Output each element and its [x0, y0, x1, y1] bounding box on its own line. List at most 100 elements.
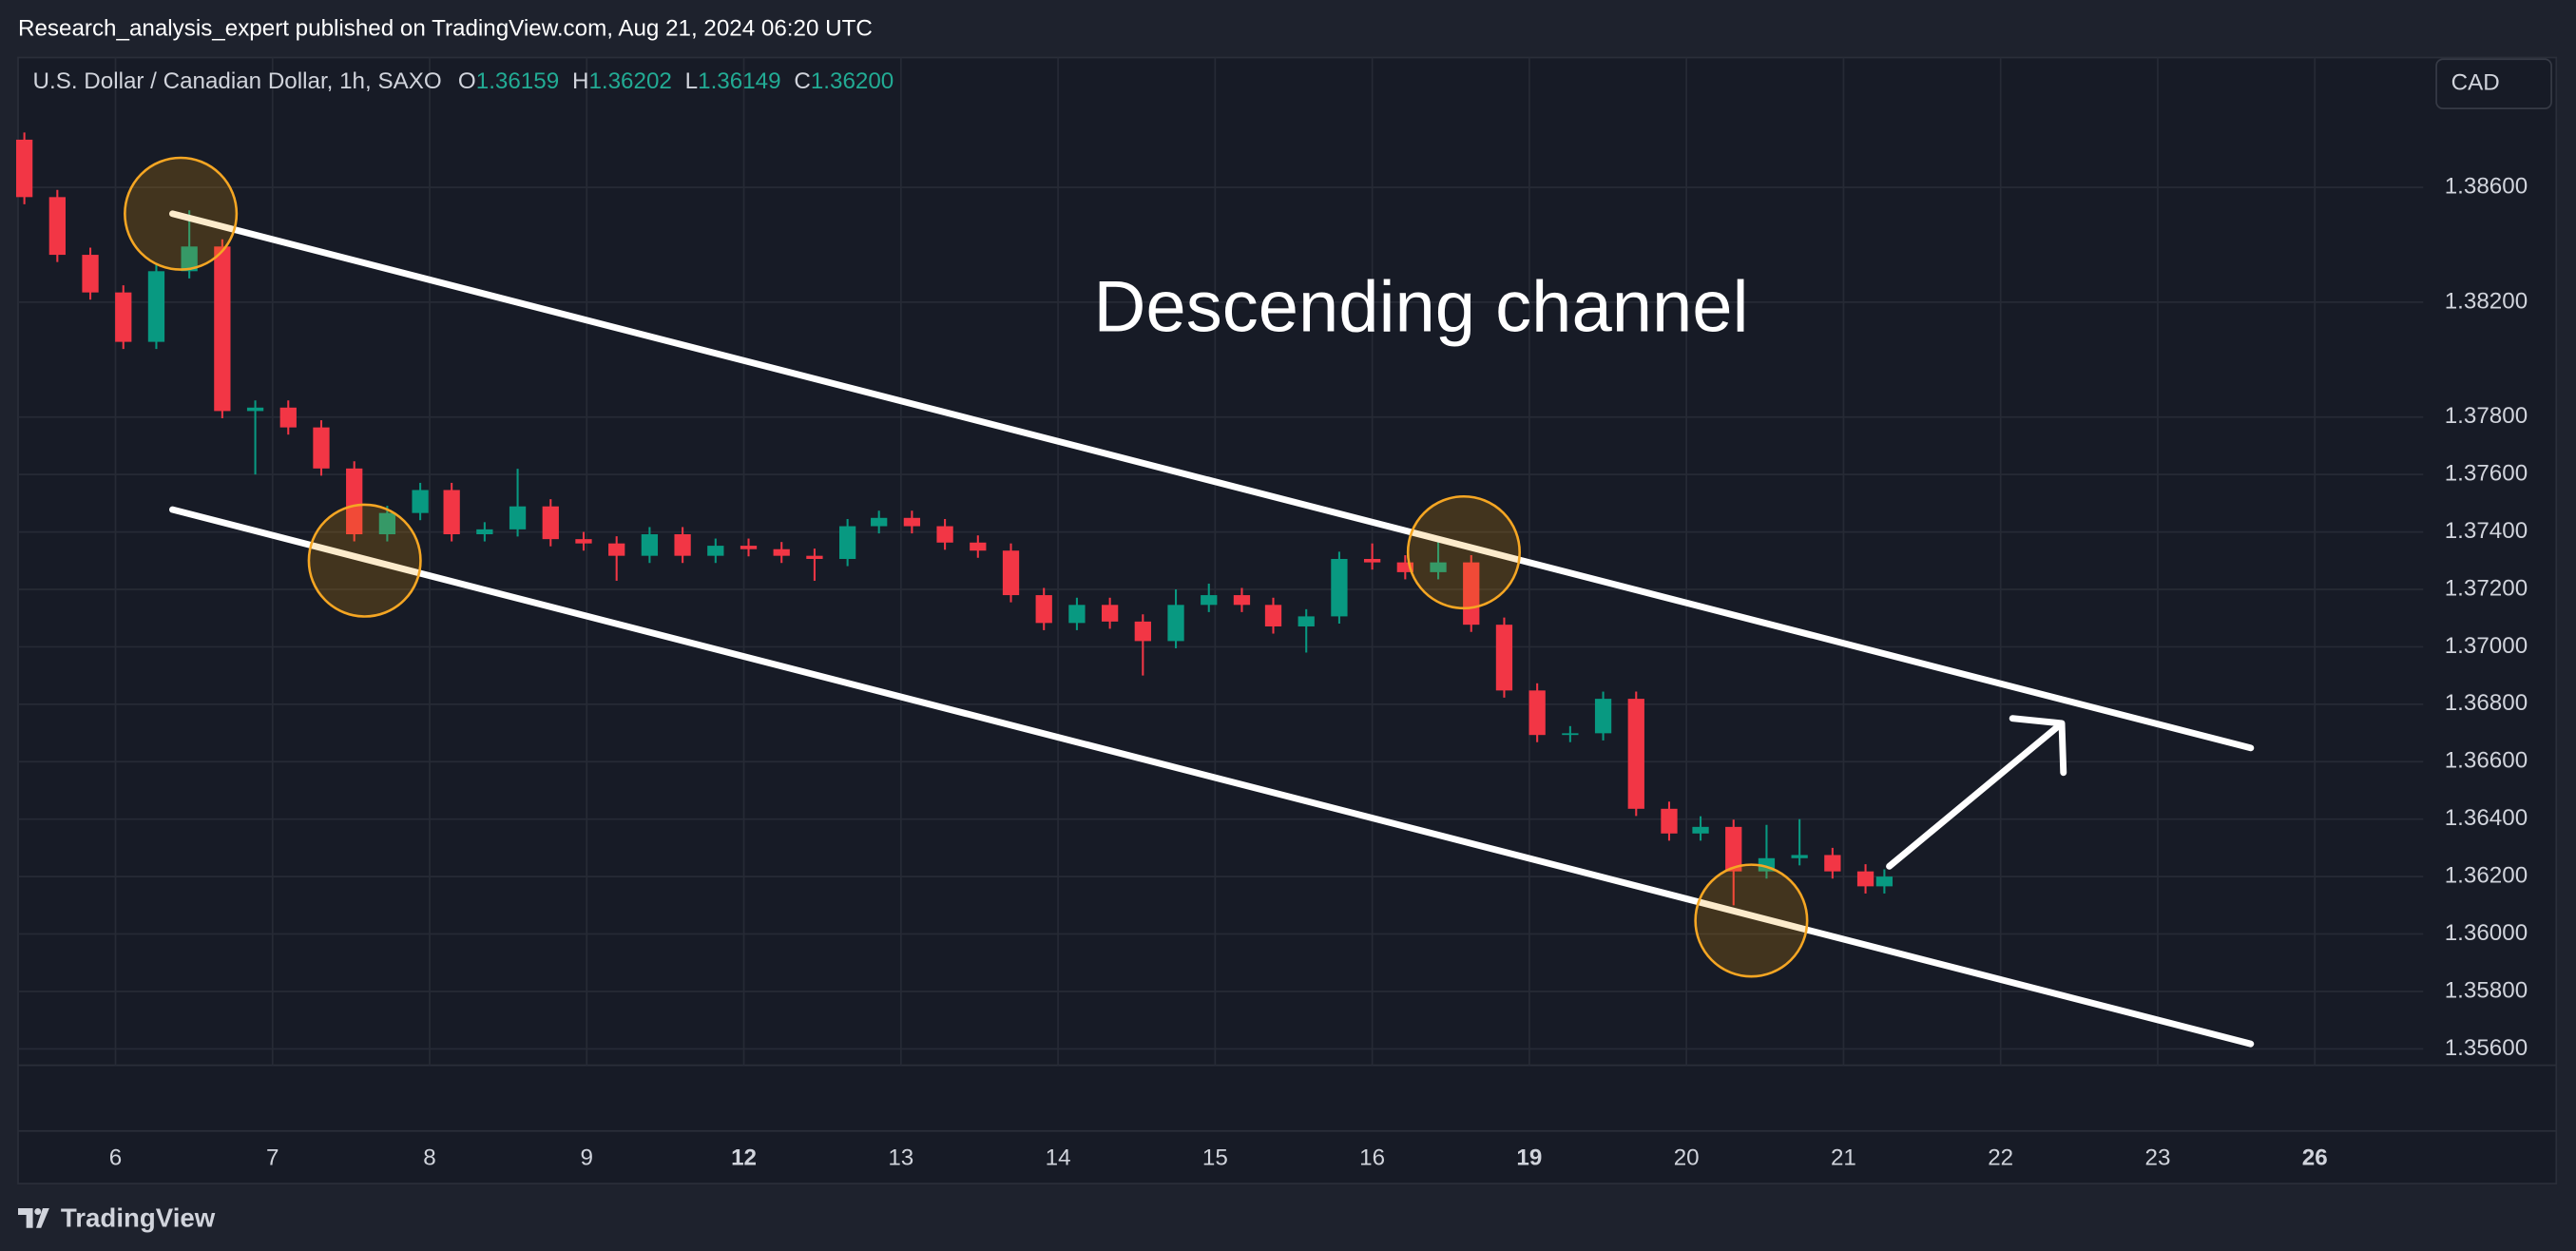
candle-body — [346, 468, 363, 535]
ohlc-value: 1.36200 — [811, 68, 894, 94]
channel-lower — [169, 506, 2255, 1048]
x-tick-label: 7 — [266, 1145, 279, 1171]
candle-body — [82, 255, 99, 293]
x-tick-label: 8 — [423, 1145, 435, 1171]
x-tick-label: 26 — [2302, 1145, 2328, 1171]
x-tick-label: 12 — [731, 1145, 757, 1171]
channel-upper — [169, 210, 2255, 752]
candle-body — [1002, 550, 1020, 596]
x-tick-label: 15 — [1202, 1145, 1228, 1171]
candle-body — [1725, 826, 1742, 872]
candle-body — [214, 246, 231, 412]
candle-body — [313, 427, 330, 469]
x-tick-label: 16 — [1359, 1145, 1385, 1171]
ohlc-value: 1.36159 — [476, 68, 559, 94]
y-tick-label: 1.36200 — [2445, 862, 2528, 888]
candle-body — [542, 506, 559, 540]
x-tick-label: 9 — [581, 1145, 593, 1171]
y-tick-label: 1.37200 — [2445, 575, 2528, 601]
published-line: Research_analysis_expert published on Tr… — [18, 16, 873, 42]
x-tick-label: 14 — [1046, 1145, 1071, 1171]
candle-body — [806, 555, 823, 559]
candle-body — [970, 542, 987, 551]
y-tick-label: 1.35600 — [2445, 1035, 2528, 1061]
candle-body — [115, 292, 132, 342]
arrow — [1886, 715, 2067, 870]
candles — [15, 132, 1894, 906]
y-tick-label: 1.36400 — [2445, 805, 2528, 831]
candle-body — [476, 529, 493, 535]
y-tick-label: 1.38200 — [2445, 288, 2528, 314]
tradingview-logo: TradingView — [18, 1203, 216, 1232]
candle-body — [1068, 605, 1086, 624]
candle-body — [1430, 562, 1447, 572]
candle-body — [773, 549, 790, 556]
ohlc-key: C — [794, 68, 810, 94]
candle-body — [1396, 562, 1413, 572]
candle-body — [674, 534, 691, 556]
candle-body — [1264, 605, 1282, 626]
y-tick-label: 1.37800 — [2445, 403, 2528, 429]
candle-body — [1661, 808, 1678, 834]
grid — [18, 57, 2424, 1066]
candle-body — [1875, 876, 1894, 887]
candle-body — [1201, 595, 1218, 606]
candle-body — [15, 139, 33, 198]
chart-pane — [17, 56, 2558, 1184]
drawings: Descending channel — [124, 156, 2255, 1048]
candle-body — [181, 246, 198, 272]
candle-body — [707, 546, 724, 556]
candle-body — [1594, 699, 1612, 734]
candle-body — [1363, 558, 1381, 563]
candle-body — [1791, 855, 1808, 858]
x-tick-label: 21 — [1831, 1145, 1856, 1171]
candle-body — [1856, 871, 1874, 887]
touch-circle — [1406, 494, 1521, 610]
y-tick-label: 1.37400 — [2445, 518, 2528, 544]
candle-body — [412, 490, 429, 513]
logo-icon — [18, 1208, 49, 1228]
candle-body — [509, 506, 527, 529]
candle-body — [1101, 605, 1119, 622]
candle-body — [740, 546, 758, 549]
candle-body — [246, 407, 264, 412]
candle-body — [1627, 699, 1644, 809]
candle-body — [1298, 616, 1315, 626]
candle-body — [575, 539, 592, 544]
candle-body — [936, 526, 953, 543]
annotation: Descending channel — [1094, 267, 1749, 348]
candle-body — [1562, 733, 1579, 736]
ohlc-value: 1.36149 — [698, 68, 780, 94]
touch-circle — [1694, 863, 1809, 978]
touch-circle — [124, 156, 239, 271]
candle-body — [1233, 595, 1251, 606]
y-tick-label: 1.36000 — [2445, 920, 2528, 946]
candle-body — [48, 197, 66, 256]
candle-body — [1528, 690, 1546, 736]
candle-body — [1035, 595, 1052, 624]
candle-body — [903, 517, 921, 527]
y-tick-label: 1.37600 — [2445, 461, 2528, 487]
ohlc-value: 1.36202 — [588, 68, 671, 94]
ohlc-key: O — [458, 68, 476, 94]
candle-body — [1331, 558, 1348, 617]
ohlc-key: H — [572, 68, 588, 94]
candle-body — [1134, 621, 1151, 642]
currency-label: CAD — [2451, 70, 2500, 96]
candle-body — [147, 271, 165, 342]
candle-body — [871, 517, 888, 527]
x-tick-label: 13 — [888, 1145, 913, 1171]
candle-body — [378, 512, 396, 535]
y-tick-label: 1.35800 — [2445, 977, 2528, 1003]
brand: TradingView — [61, 1203, 216, 1232]
ohlc-legend: O 1.36159 H 1.36202 L 1.36149 C 1.36200 — [458, 68, 894, 94]
logo-dot — [34, 1208, 42, 1215]
x-tick-label: 23 — [2145, 1145, 2171, 1171]
x-tick-label: 22 — [1988, 1145, 2013, 1171]
y-tick-label: 1.37000 — [2445, 633, 2528, 659]
x-tick-label: 20 — [1674, 1145, 1700, 1171]
instrument-title: U.S. Dollar / Canadian Dollar, 1h, SAXO — [33, 68, 442, 94]
currency-button[interactable] — [2435, 58, 2552, 109]
